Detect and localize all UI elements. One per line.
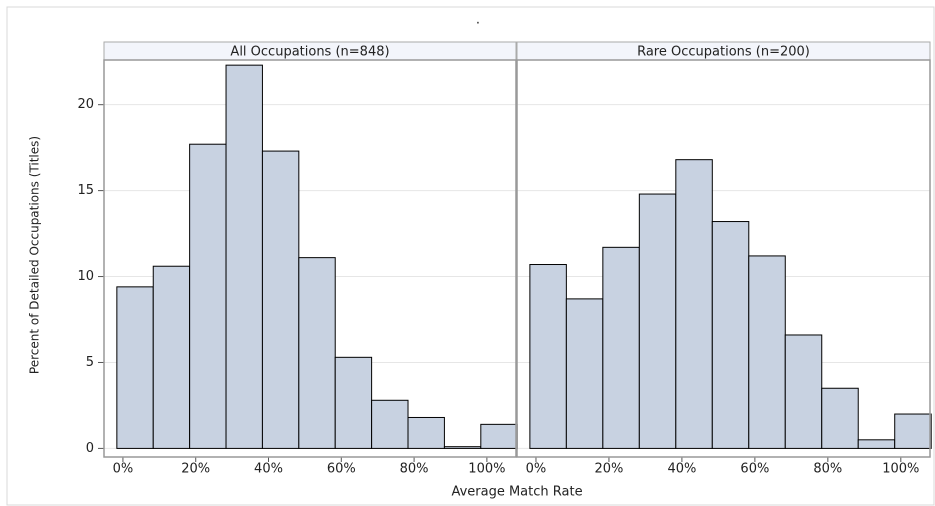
- x-tick-label: 100%: [468, 462, 505, 477]
- bar: [675, 159, 713, 449]
- bar: [152, 265, 191, 449]
- x-tick-label: 0%: [526, 462, 547, 477]
- bar: [443, 446, 482, 449]
- x-tick-label: 80%: [813, 462, 842, 477]
- bar: [116, 286, 154, 449]
- frame: [6, 6, 935, 506]
- panel-title: All Occupations (n=848): [230, 45, 389, 60]
- x-tick-label: 80%: [400, 462, 429, 477]
- bar: [261, 150, 300, 449]
- x-tick-label: 0%: [113, 462, 134, 477]
- bar: [407, 416, 445, 449]
- bar: [821, 387, 859, 449]
- x-tick-label: 40%: [254, 462, 283, 477]
- x-tick-label: 40%: [667, 462, 696, 477]
- bar: [529, 264, 567, 449]
- x-tick-label: 20%: [181, 462, 210, 477]
- bar: [638, 193, 677, 449]
- x-axis-label: Average Match Rate: [451, 485, 582, 500]
- bar: [784, 334, 823, 449]
- panel-title: Rare Occupations (n=200): [637, 45, 810, 60]
- y-tick-label: 0: [86, 441, 94, 456]
- x-tick-label: 60%: [740, 462, 769, 477]
- y-tick-label: 15: [77, 183, 94, 198]
- x-tick-label: 20%: [594, 462, 623, 477]
- panel-border: [516, 59, 931, 458]
- bar: [334, 356, 373, 449]
- y-tick-label: 10: [77, 269, 94, 284]
- bar: [225, 64, 263, 449]
- bar: [371, 399, 409, 449]
- bar: [480, 423, 518, 449]
- y-tick-label: 20: [77, 97, 94, 112]
- bar: [298, 257, 336, 449]
- bar: [565, 298, 604, 449]
- bar: [748, 255, 786, 449]
- y-axis-label: Percent of Detailed Occupations (Titles): [28, 136, 42, 374]
- panel-border: [103, 59, 517, 458]
- bar: [857, 439, 896, 449]
- x-tick-label: 100%: [882, 462, 919, 477]
- x-tick-label: 60%: [327, 462, 356, 477]
- chart-title: .: [476, 13, 480, 28]
- bar: [894, 413, 932, 449]
- bar: [189, 143, 227, 449]
- bar: [711, 221, 750, 449]
- y-tick-label: 5: [86, 355, 94, 370]
- bar: [602, 246, 640, 449]
